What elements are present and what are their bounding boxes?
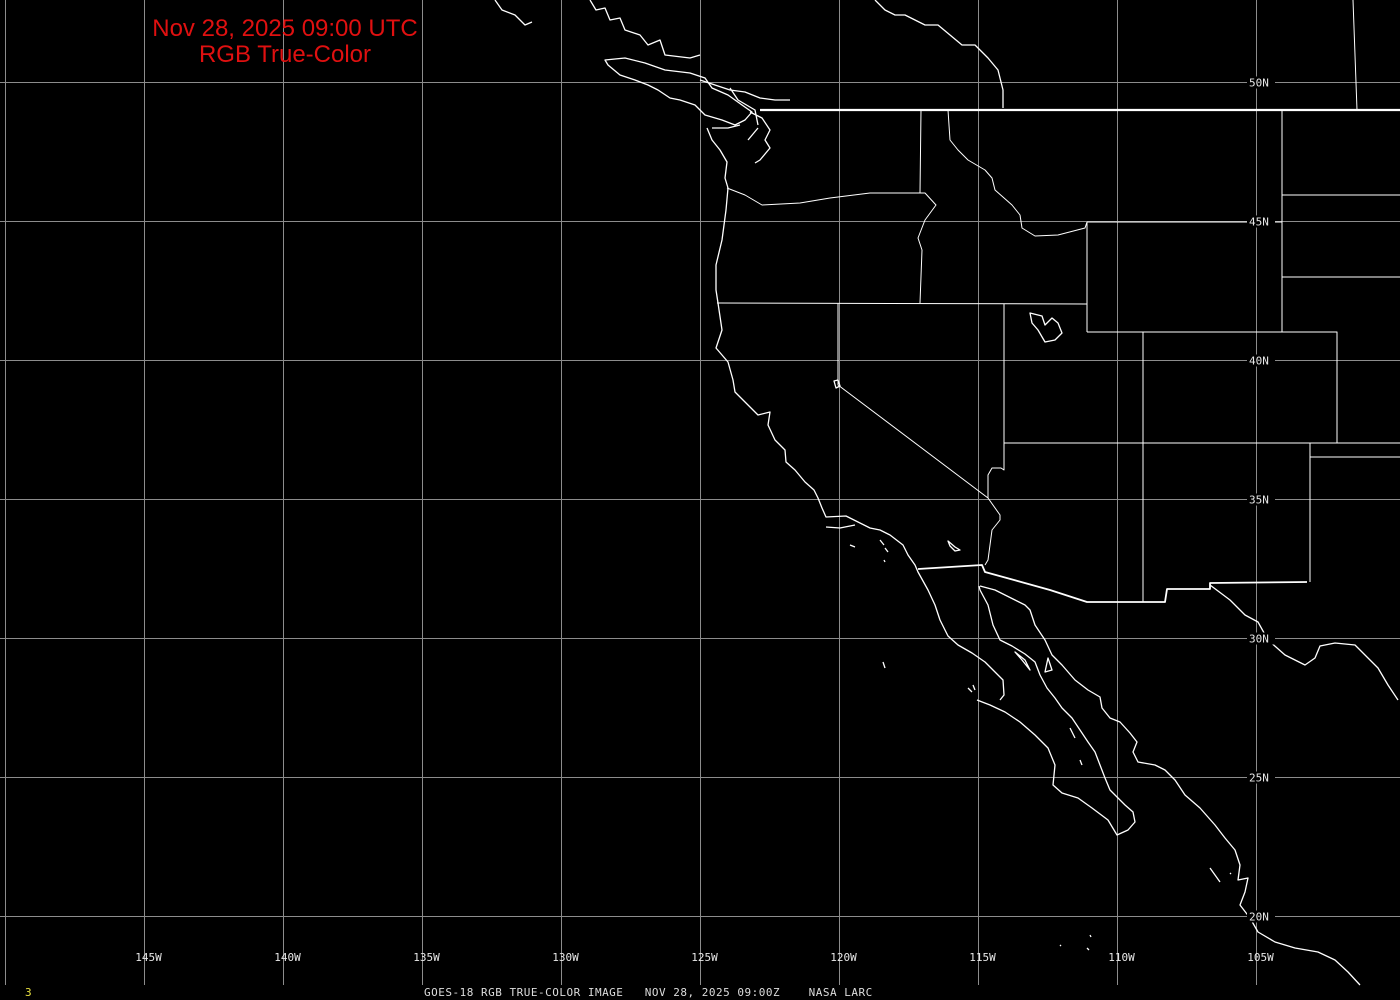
coastline-puget-sound xyxy=(712,111,771,164)
longitude-label: 140W xyxy=(274,951,301,964)
latitude-label: 45N xyxy=(1249,216,1269,229)
longitude-label: 145W xyxy=(135,951,162,964)
longitude-label: 120W xyxy=(830,951,857,964)
longitude-label: 135W xyxy=(413,951,440,964)
guadalupe-island xyxy=(882,661,886,669)
coastline-bc-interior xyxy=(874,0,1004,108)
cedros-island xyxy=(967,684,976,693)
longitude-label: 130W xyxy=(552,951,579,964)
latitude-label-bg xyxy=(1247,493,1275,506)
longitude-label: 105W xyxy=(1247,951,1274,964)
latitude-label-bg xyxy=(1247,76,1275,89)
latitude-label-bg xyxy=(1247,771,1275,784)
coastline-mexico-gulf xyxy=(979,585,1361,986)
us-mexico-border xyxy=(917,564,1308,603)
tres-marias-islands xyxy=(1209,867,1232,883)
channel-islands xyxy=(825,524,889,563)
coastline-baja-west xyxy=(976,585,1136,836)
gulf-islands xyxy=(1014,651,1083,766)
latitude-label: 50N xyxy=(1249,77,1269,90)
grid-labels: 145W 140W 135W 130W 125W 120W 115W 110W 105W 50N 4… xyxy=(135,76,1275,964)
boundaries xyxy=(494,0,1400,986)
latitude-label: 40N xyxy=(1249,355,1269,368)
coastline-mexico-east xyxy=(1209,584,1399,701)
latitude-label-bg xyxy=(1247,632,1275,645)
revillagigedo-islands xyxy=(1059,934,1092,951)
longitude-label: 125W xyxy=(691,951,718,964)
latitude-label-bg xyxy=(1247,354,1275,367)
latitude-label: 20N xyxy=(1249,911,1269,924)
coastline-vancouver-island xyxy=(604,57,753,126)
title-datetime: Nov 28, 2025 09:00 UTC xyxy=(152,15,418,42)
frame-number: 3 xyxy=(25,986,33,999)
state-borders xyxy=(716,0,1400,602)
longitude-label: 110W xyxy=(1108,951,1135,964)
salton-sea xyxy=(947,540,961,552)
latitude-label: 35N xyxy=(1249,494,1269,507)
title-product: RGB True-Color xyxy=(198,41,372,68)
latitude-label-bg xyxy=(1247,215,1275,228)
coastline-bc-mainland xyxy=(699,79,790,126)
footer-caption: GOES-18 RGB TRUE-COLOR IMAGE NOV 28, 202… xyxy=(424,986,873,999)
latitude-label: 30N xyxy=(1249,633,1269,646)
coastline-west-us xyxy=(706,127,1005,701)
coastline-bc-north xyxy=(494,0,701,59)
great-salt-lake xyxy=(1029,312,1063,343)
longitude-label: 115W xyxy=(969,951,996,964)
latitude-label: 25N xyxy=(1249,772,1269,785)
latitude-label-bg xyxy=(1247,910,1275,923)
